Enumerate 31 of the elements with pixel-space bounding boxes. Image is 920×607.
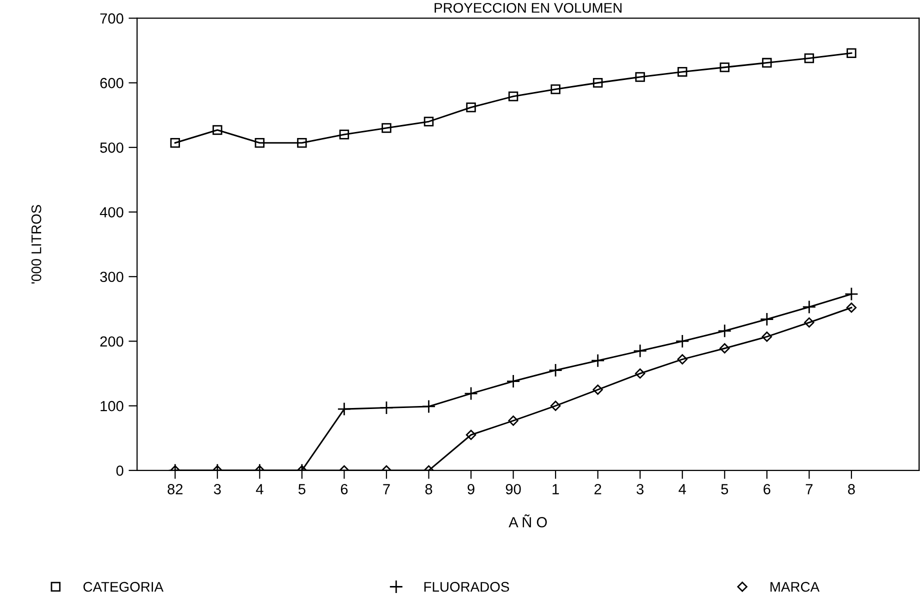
y-tick-label: 0: [116, 466, 124, 476]
legend-label: FLUORADOS: [424, 582, 510, 592]
x-tick-label: 5: [298, 484, 306, 494]
y-tick-label: 600: [100, 78, 124, 88]
x-tick-label: 5: [721, 484, 728, 494]
legend-label: MARCA: [770, 582, 820, 592]
x-tick-label: 6: [764, 484, 770, 494]
y-tick-label: 100: [100, 400, 124, 412]
x-tick-label: 2: [594, 484, 602, 494]
x-tick-label: 82: [168, 484, 182, 494]
x-tick-label: 8: [425, 484, 432, 494]
y-tick-label: 200: [100, 336, 124, 347]
x-tick-label: 8: [848, 484, 855, 494]
y-tick-label: 400: [100, 207, 124, 218]
x-tick-label: 1: [552, 484, 559, 494]
y-axis-title: '000 LITROS: [31, 205, 42, 284]
x-tick-label: 90: [506, 484, 521, 494]
y-tick-label: 500: [100, 142, 124, 153]
x-tick-label: 7: [383, 484, 390, 494]
x-tick-label: 4: [256, 484, 264, 494]
x-axis-title: A Ñ O: [508, 514, 547, 528]
x-tick-label: 7: [806, 484, 812, 494]
x-tick-label: 9: [468, 484, 474, 494]
legend-label: CATEGORIA: [83, 582, 164, 592]
y-tick-label: 300: [100, 272, 124, 282]
y-tick-label: 700: [100, 13, 124, 24]
x-tick-label: 6: [340, 484, 348, 494]
x-tick-label: 3: [214, 484, 221, 494]
x-tick-label: 3: [636, 484, 644, 494]
x-tick-label: 4: [678, 484, 686, 494]
chart-title: PROYECCION EN VOLUMEN: [434, 2, 622, 13]
